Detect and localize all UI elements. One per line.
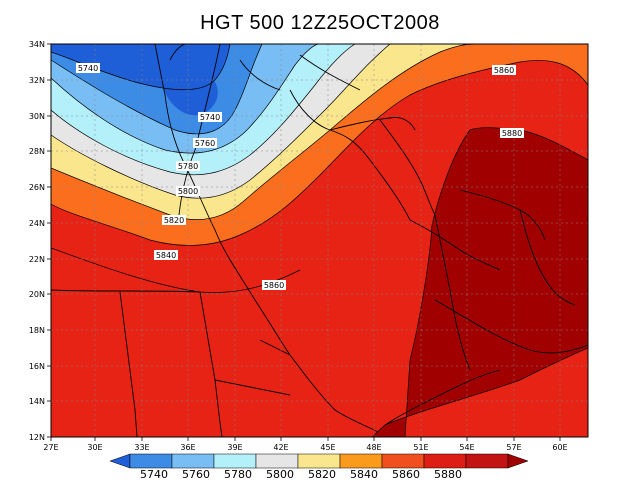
map-title: HGT 500 12Z25OCT2008 <box>200 12 440 34</box>
lon-tick-label: 33E <box>134 443 149 452</box>
lat-tick-label: 34N <box>29 40 45 49</box>
lat-tick-label: 32N <box>29 76 45 85</box>
colorbar-swatch <box>171 453 215 469</box>
colorbar: 5740 5760 5780 5800 5820 5840 5860 5880 <box>109 453 529 480</box>
map-grid <box>51 44 588 437</box>
contour-label-5740a: 5740 <box>78 64 98 73</box>
colorbar-label: 5860 <box>392 468 420 480</box>
lat-tick-label: 22N <box>29 255 45 264</box>
colorbar-swatch <box>423 453 467 469</box>
lat-tick-label: 30N <box>29 112 45 121</box>
lon-tick-label: 45E <box>320 443 335 452</box>
lat-tick-label: 24N <box>29 219 45 228</box>
colorbar-label: 5800 <box>266 468 294 480</box>
lat-axis-labels: 12N 14N 16N 18N 20N 22N 24N 26N 28N 30N … <box>29 40 45 442</box>
colorbar-label: 5780 <box>224 468 252 480</box>
colorbar-label: 5880 <box>434 468 462 480</box>
lon-tick-label: 27E <box>43 443 58 452</box>
band-5880-high <box>372 127 588 437</box>
lon-tick-label: 42E <box>273 443 288 452</box>
lat-tick-label: 16N <box>29 362 45 371</box>
lon-tick-label: 30E <box>87 443 102 452</box>
lon-tick-label: 36E <box>180 443 195 452</box>
contour-label-5760: 5760 <box>195 139 215 148</box>
colorbar-swatch <box>297 453 341 469</box>
lat-tick-label: 26N <box>29 183 45 192</box>
colorbar-swatch <box>213 453 257 469</box>
lon-tick-label: 57E <box>506 443 521 452</box>
lon-tick-label: 51E <box>413 443 428 452</box>
lat-tick-label: 28N <box>29 147 45 156</box>
colorbar-swatch <box>129 453 173 469</box>
colorbar-label: 5820 <box>308 468 336 480</box>
colorbar-label: 5840 <box>350 468 378 480</box>
contour-label-5880: 5880 <box>502 129 522 138</box>
colorbar-swatch <box>465 453 509 469</box>
colorbar-swatch <box>255 453 299 469</box>
colorbar-swatch <box>339 453 383 469</box>
lon-tick-label: 39E <box>227 443 242 452</box>
lon-tick-label: 60E <box>552 443 567 452</box>
map-plot-area: 5740 5740 5760 5780 5800 5820 5840 5860 … <box>51 44 588 437</box>
colorbar-label: 5760 <box>182 468 210 480</box>
contour-label-5840: 5840 <box>156 251 176 260</box>
lon-tick-label: 54E <box>459 443 474 452</box>
lat-tick-label: 14N <box>29 397 45 406</box>
lat-tick-label: 20N <box>29 290 45 299</box>
contour-labels: 5740 5740 5760 5780 5800 5820 5840 5860 … <box>76 63 524 290</box>
lon-tick-label: 48E <box>366 443 381 452</box>
contour-label-5860a: 5860 <box>264 281 284 290</box>
lat-tick-label: 18N <box>29 326 45 335</box>
lon-axis-labels: 27E 30E 33E 36E 39E 42E 45E 48E 51E 54E … <box>43 443 567 452</box>
lat-tick-label: 12N <box>29 433 45 442</box>
colorbar-label: 5740 <box>140 468 168 480</box>
contour-label-5780: 5780 <box>178 162 198 171</box>
plot-frame <box>50 43 589 438</box>
contour-label-5820: 5820 <box>164 216 184 225</box>
contour-label-5740b: 5740 <box>200 113 220 122</box>
colorbar-swatch <box>381 453 425 469</box>
colorbar-left-arrow <box>109 453 131 469</box>
tick-marks <box>47 43 561 441</box>
colorbar-right-arrow <box>507 453 529 469</box>
contour-label-5800: 5800 <box>178 187 198 196</box>
contour-label-5860b: 5860 <box>494 66 514 75</box>
